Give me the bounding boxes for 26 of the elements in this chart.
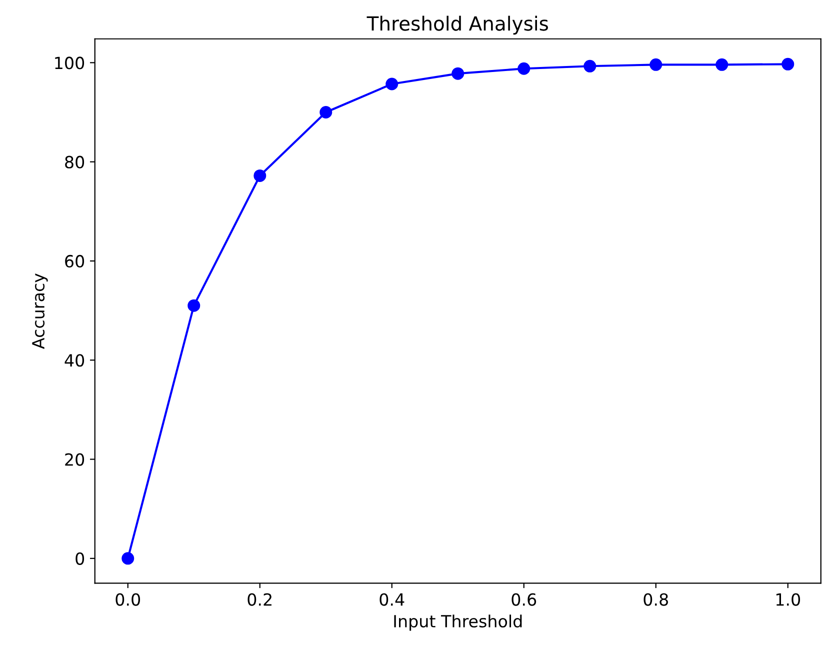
point [716, 58, 728, 71]
x-tick-label: 1.0 [776, 593, 800, 606]
point [386, 78, 398, 90]
point [188, 299, 200, 312]
y-tick-label: 0 [76, 552, 84, 565]
y-tick-label: 20 [65, 453, 84, 466]
x-tick-label: 0.8 [644, 593, 668, 606]
point [782, 58, 794, 70]
chart-title: Threshold Analysis [366, 16, 548, 35]
x-tick-label: 0.4 [380, 593, 404, 606]
y-tick-label: 40 [64, 354, 84, 367]
point [584, 60, 596, 72]
x-tick-label: 0.6 [512, 593, 536, 606]
point [122, 552, 134, 565]
point [650, 58, 662, 71]
y-tick-label: 60 [65, 254, 84, 268]
y-axis-title: Accuracy [32, 273, 48, 349]
x-tick-label: 0.2 [248, 593, 272, 606]
y-tick-label: 100 [55, 56, 84, 70]
y-tick-label: 80 [65, 156, 84, 168]
point [254, 169, 266, 182]
point [452, 67, 464, 80]
x-tick-label: 0.0 [116, 593, 140, 606]
x-axis-title: Input Threshold [394, 614, 522, 631]
point [518, 62, 530, 75]
point [320, 106, 332, 118]
